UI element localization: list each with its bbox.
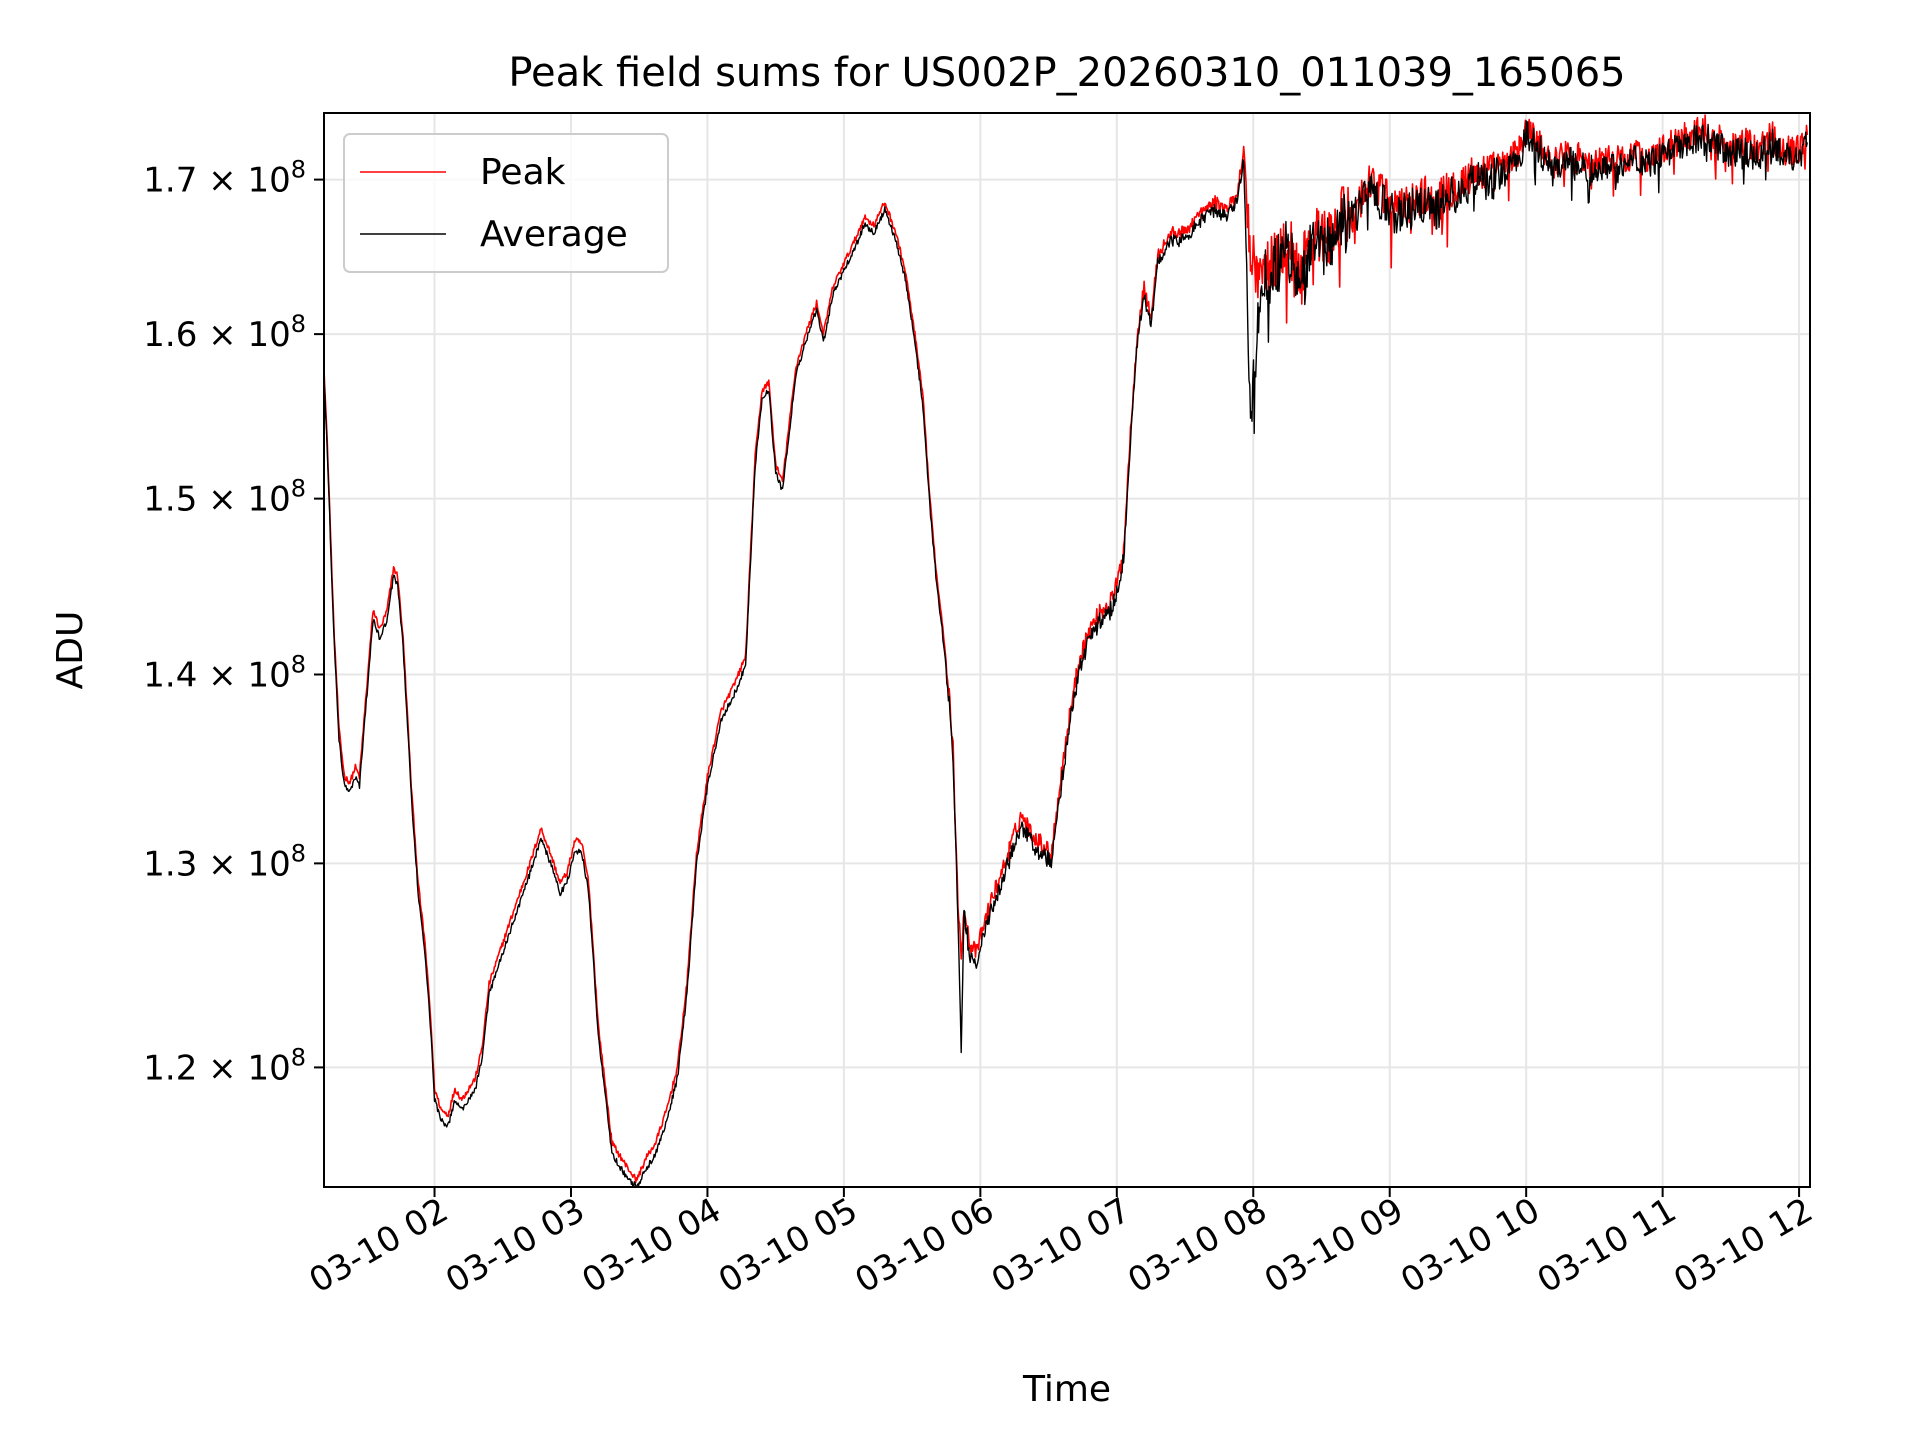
y-tick-label: 1.6 × 108 bbox=[143, 310, 306, 355]
y-tick-label: 1.7 × 108 bbox=[143, 156, 306, 201]
y-tick-label: 1.3 × 108 bbox=[143, 839, 306, 884]
chart-title: Peak field sums for US002P_20260310_0110… bbox=[508, 50, 1625, 96]
legend: Peak Average bbox=[343, 133, 669, 273]
series-layer bbox=[324, 114, 1809, 1187]
series-line-average bbox=[324, 120, 1808, 1187]
y-tick-label: 1.5 × 108 bbox=[143, 475, 306, 520]
y-tick-label: 1.2 × 108 bbox=[143, 1043, 306, 1088]
grid-lines bbox=[324, 113, 1810, 1187]
legend-box bbox=[343, 133, 669, 273]
plot-frame bbox=[323, 112, 1811, 1188]
y-axis-label: ADU bbox=[50, 611, 91, 690]
y-axis-ticks: 1.2 × 108 1.3 × 108 1.4 × 108 1.5 × 108 1.6 … bbox=[143, 156, 324, 1088]
x-axis-label: Time bbox=[1022, 1369, 1111, 1410]
legend-label-peak: Peak bbox=[480, 152, 566, 193]
legend-label-average: Average bbox=[480, 214, 628, 255]
y-tick-label: 1.4 × 108 bbox=[143, 650, 306, 695]
